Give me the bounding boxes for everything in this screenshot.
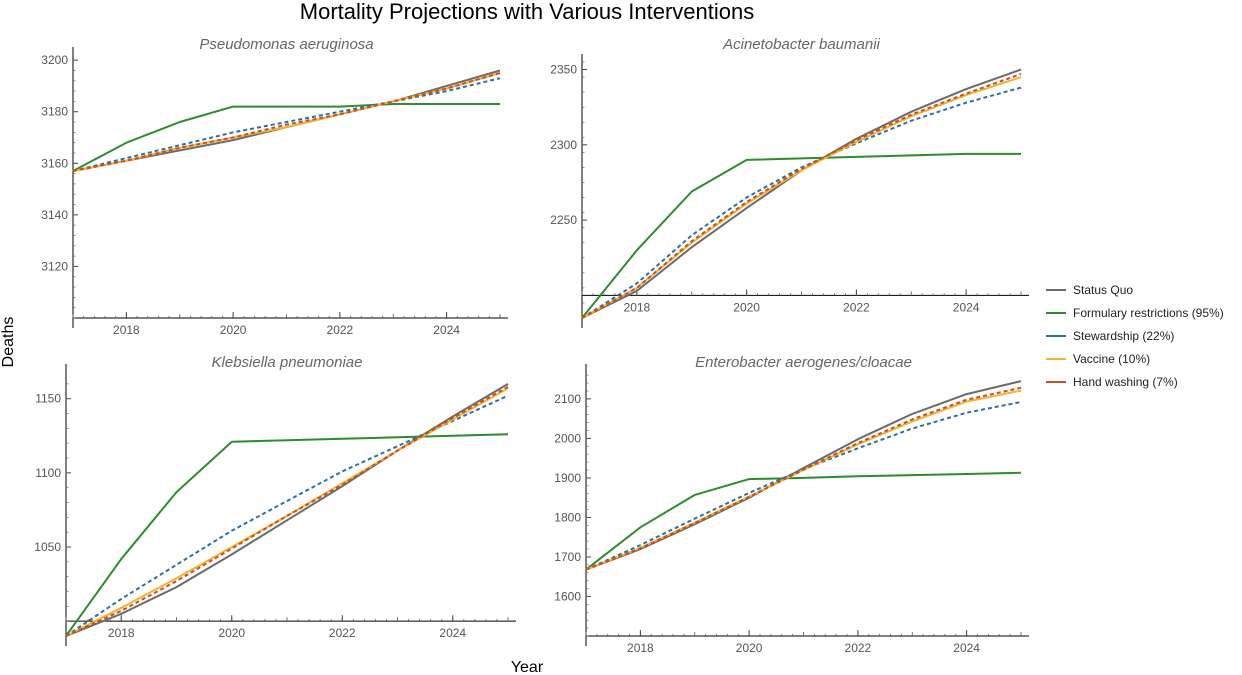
x-tick-label: 2020 (736, 641, 763, 655)
legend-label: Vaccine (10%) (1073, 352, 1150, 366)
x-tick-label: 2018 (113, 323, 140, 337)
x-tick-label: 2018 (627, 641, 654, 655)
series-line-formulary-restrictions-95 (72, 103, 500, 172)
x-tick-label: 2018 (624, 300, 651, 314)
series-line-hand-washing-7 (65, 385, 509, 637)
legend-label: Hand washing (7%) (1073, 375, 1178, 389)
x-tick-label: 2018 (108, 626, 135, 640)
y-tick-label: 2000 (554, 431, 581, 445)
x-tick-label: 2022 (327, 323, 354, 337)
y-tick-label: 1700 (554, 550, 581, 564)
x-tick-label: 2024 (433, 323, 460, 337)
series-line-hand-washing-7 (581, 73, 1022, 319)
series-line-hand-washing-7 (585, 386, 1022, 571)
legend-label: Formulary restrictions (95%) (1073, 306, 1224, 320)
y-tick-label: 1600 (554, 589, 581, 603)
y-tick-label: 1150 (35, 392, 61, 406)
x-tick-label: 2022 (329, 626, 356, 640)
y-tick-label: 3160 (41, 156, 68, 170)
series-line-formulary-restrictions-95 (585, 471, 1022, 571)
panel-title: Enterobacter aerogenes/cloacae (695, 354, 912, 371)
series-line-formulary-restrictions-95 (65, 433, 509, 637)
y-tick-label: 3200 (41, 53, 68, 67)
y-tick-label: 3120 (41, 259, 68, 273)
x-tick-label: 2024 (953, 300, 980, 314)
panel-klebsiella: Klebsiella pneumoniae 2018 2020 2022 2024 105… (34, 354, 516, 646)
panel-pseudomonas: Pseudomonas aeruginosa 2018 2020 2022 2024 31… (41, 36, 508, 337)
panel-title: Acinetobacter baumanii (722, 36, 880, 53)
y-tick-label: 3180 (41, 105, 68, 119)
series-line-formulary-restrictions-95 (581, 152, 1021, 319)
y-tick-label: 1900 (554, 471, 581, 485)
series-line-stewardship-22 (72, 77, 501, 172)
legend-item-hand-washing-7: Hand washing (7%) (1046, 375, 1178, 389)
x-tick-label: 2020 (220, 323, 247, 337)
y-tick-label: 2300 (550, 138, 577, 152)
legend-label: Status Quo (1073, 283, 1133, 297)
legend-item-status-quo: Status Quo (1046, 283, 1133, 297)
legend: Status Quo Formulary restrictions (95%) St… (1046, 283, 1224, 389)
x-tick-label: 2024 (953, 641, 980, 655)
y-axis-label: Deaths (0, 317, 17, 368)
legend-label: Stewardship (22%) (1073, 329, 1174, 343)
series-line-status-quo (65, 383, 509, 637)
panel-title: Klebsiella pneumoniae (212, 354, 363, 371)
x-tick-label: 2020 (733, 300, 760, 314)
y-tick-label: 2350 (550, 63, 577, 77)
y-tick-label: 2250 (550, 213, 577, 227)
panel-acinetobacter: Acinetobacter baumanii 2018 2020 2022 2024 22… (550, 36, 1029, 328)
series-line-hand-washing-7 (72, 72, 501, 172)
figure-title: Mortality Projections with Various Inter… (300, 0, 754, 24)
panel-title: Pseudomonas aeruginosa (199, 36, 373, 53)
x-tick-label: 2022 (843, 300, 870, 314)
y-tick-label: 3140 (41, 208, 68, 222)
legend-item-formulary-restrictions-95: Formulary restrictions (95%) (1046, 306, 1224, 320)
x-tick-label: 2024 (439, 626, 466, 640)
x-axis-label: Year (511, 659, 544, 675)
x-tick-label: 2022 (845, 641, 872, 655)
legend-item-stewardship-22: Stewardship (22%) (1046, 329, 1174, 343)
series-line-stewardship-22 (581, 86, 1022, 319)
panel-enterobacter: Enterobacter aerogenes/cloacae 2018 2020 20… (554, 354, 1029, 655)
y-tick-label: 1100 (35, 466, 61, 480)
series-line-status-quo (581, 68, 1022, 319)
y-tick-label: 2100 (554, 392, 581, 406)
x-tick-label: 2020 (218, 626, 245, 640)
y-tick-label: 1800 (554, 510, 581, 524)
legend-item-vaccine-10: Vaccine (10%) (1046, 352, 1150, 366)
series-line-status-quo (585, 380, 1022, 571)
y-tick-label: 1050 (34, 540, 61, 554)
